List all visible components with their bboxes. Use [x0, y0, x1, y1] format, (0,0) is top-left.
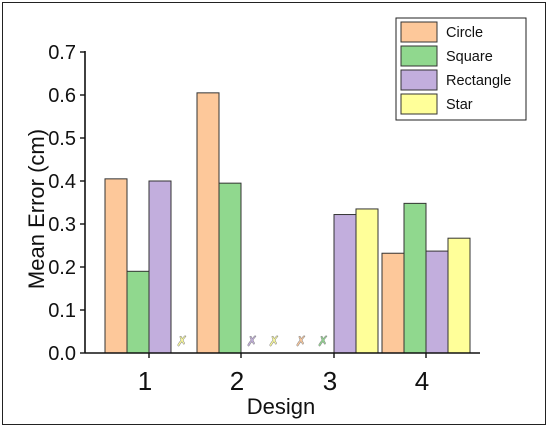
missing-marker-star-design-2: ✗ [268, 334, 280, 350]
y-tick-label: 0.7 [48, 42, 76, 64]
y-tick-label: 0.2 [48, 257, 76, 279]
y-tick-label: 0.3 [48, 214, 76, 236]
legend-swatch-circle [400, 21, 438, 43]
legend-swatch-star [400, 93, 438, 115]
x-tick-label-design-2: 2 [230, 366, 244, 396]
legend-swatch-square [400, 45, 438, 67]
bar-circle-design-2 [196, 92, 220, 354]
missing-marker-circle-design-3: ✗ [295, 334, 307, 350]
axes-layer: 0.0 0.1 0.2 0.3 0.4 0.5 0.6 0.7 1 2 3 4 [48, 42, 480, 396]
legend-label-circle: Circle [446, 25, 483, 41]
legend-swatch-rectangle [400, 69, 438, 91]
y-tick-label: 0.4 [48, 171, 76, 193]
bar-circle-design-4 [381, 252, 405, 354]
bar-rectangle-design-3 [333, 214, 357, 354]
y-tick-label: 0.6 [48, 85, 76, 107]
y-tick-label: 0.1 [48, 300, 76, 322]
missing-marker-star-design-1: ✗ [176, 334, 188, 350]
legend-label-square: Square [446, 49, 493, 65]
bars-layer [104, 92, 471, 354]
bar-star-design-3 [355, 208, 379, 354]
bar-rectangle-design-1 [148, 180, 172, 354]
bar-star-design-4 [447, 237, 471, 354]
x-tick-label-design-4: 4 [415, 366, 429, 396]
bar-square-design-4 [403, 202, 427, 354]
legend: Circle Square Rectangle Star [395, 17, 527, 121]
missing-markers-layer: ✗ ✗ ✗ ✗ ✗ [176, 334, 329, 351]
legend-label-rectangle: Rectangle [446, 73, 511, 89]
x-axis-title: Design [247, 394, 315, 419]
missing-marker-rectangle-design-2: ✗ [246, 334, 258, 350]
missing-marker-square-design-3: ✗ [317, 334, 329, 350]
y-axis-title: Mean Error (cm) [24, 129, 49, 289]
legend-label-star: Star [446, 97, 473, 113]
x-tick-label-design-1: 1 [138, 366, 152, 396]
bar-square-design-1 [126, 270, 150, 354]
bar-square-design-2 [218, 182, 242, 354]
bar-rectangle-design-4 [425, 250, 449, 354]
bar-circle-design-1 [104, 178, 128, 354]
y-tick-label: 0.5 [48, 128, 76, 150]
x-tick-label-design-3: 3 [323, 366, 337, 396]
y-tick-label: 0.0 [48, 343, 76, 365]
